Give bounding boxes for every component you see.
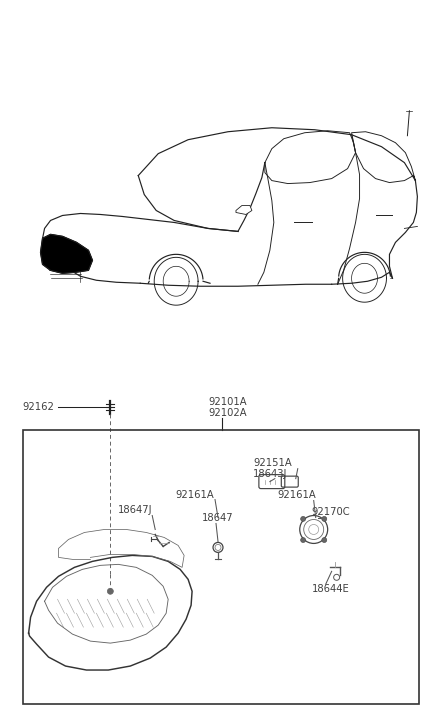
Text: 92170C: 92170C xyxy=(312,507,350,516)
Text: 92151A: 92151A xyxy=(253,458,292,467)
Text: 92162: 92162 xyxy=(22,402,55,412)
Text: 92101A: 92101A xyxy=(208,397,247,407)
Text: 92161A: 92161A xyxy=(278,489,317,499)
Polygon shape xyxy=(41,234,93,273)
Text: 92161A: 92161A xyxy=(175,489,214,499)
Circle shape xyxy=(301,537,306,542)
Text: 18643J: 18643J xyxy=(253,469,287,478)
Text: 92102A: 92102A xyxy=(208,408,247,418)
Circle shape xyxy=(322,537,327,542)
Polygon shape xyxy=(236,206,252,214)
Circle shape xyxy=(107,588,113,594)
Text: 18647J: 18647J xyxy=(118,505,153,515)
Text: 18647: 18647 xyxy=(202,513,234,523)
Text: 18644E: 18644E xyxy=(312,585,349,594)
Circle shape xyxy=(322,516,327,521)
Bar xyxy=(22,430,419,704)
Circle shape xyxy=(301,516,306,521)
